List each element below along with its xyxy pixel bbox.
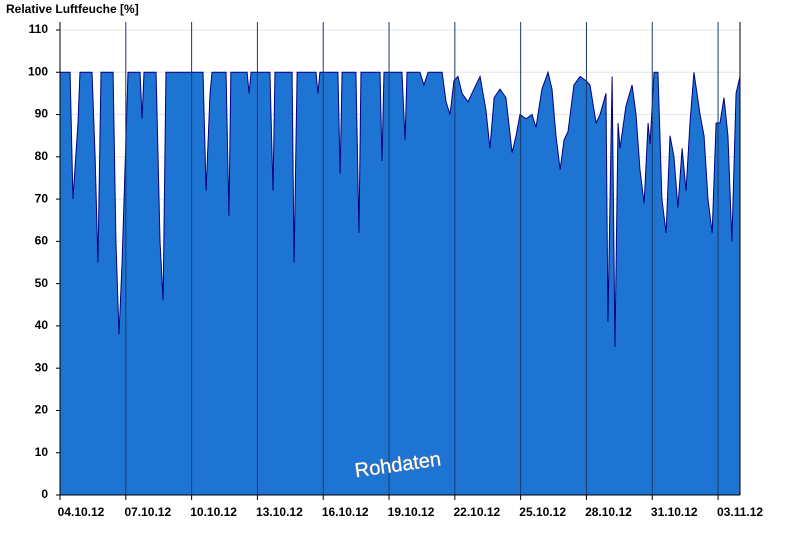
y-tick-label: 90 (35, 107, 49, 121)
x-tick-label: 04.10.12 (58, 505, 105, 519)
x-tick-label: 31.10.12 (651, 505, 698, 519)
x-tick-label: 03.11.12 (717, 505, 763, 519)
y-tick-label: 10 (35, 445, 49, 459)
x-tick-label: 22.10.12 (453, 505, 500, 519)
x-tick-label: 13.10.12 (256, 505, 303, 519)
x-tick-label: 16.10.12 (322, 505, 369, 519)
y-tick-label: 110 (29, 22, 49, 36)
x-tick-label: 10.10.12 (190, 505, 237, 519)
y-tick-label: 50 (35, 276, 49, 290)
chart-title: Relative Luftfeuche [%] (6, 2, 139, 16)
x-tick-label: 25.10.12 (519, 505, 566, 519)
y-tick-label: 80 (35, 149, 49, 163)
y-tick-label: 20 (35, 403, 49, 417)
y-tick-label: 40 (35, 318, 49, 332)
y-tick-label: 70 (35, 191, 49, 205)
y-tick-label: 30 (35, 360, 49, 374)
x-tick-label: 07.10.12 (124, 505, 171, 519)
y-tick-label: 100 (28, 64, 48, 78)
line (60, 70, 741, 348)
y-tick-label: 0 (41, 487, 48, 501)
x-tick-label: 28.10.12 (585, 505, 632, 519)
area (60, 72, 740, 495)
x-tick-label: 19.10.12 (388, 505, 435, 519)
y-tick-label: 60 (35, 234, 49, 248)
